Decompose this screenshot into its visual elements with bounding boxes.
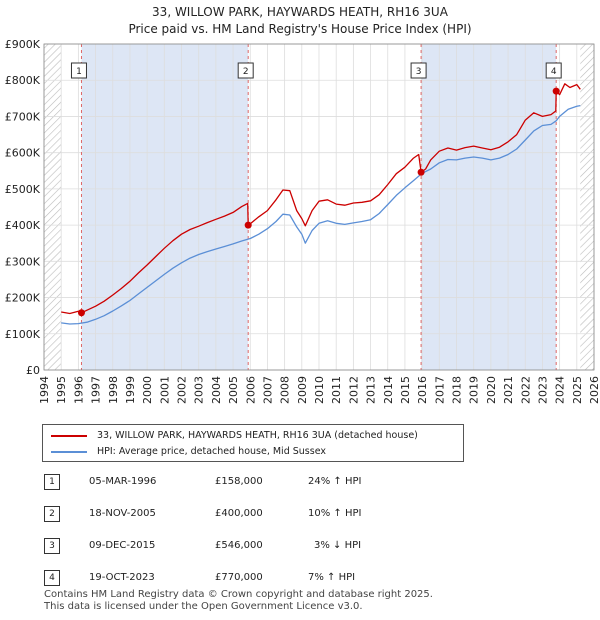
no-data-hatch-left <box>44 44 62 370</box>
y-tick-label: £400K <box>5 219 41 232</box>
sale-hpi-change: 3% ↓ HPI <box>314 540 362 551</box>
sale-hpi-change: 24% ↑ HPI <box>308 476 362 487</box>
y-tick-label: £300K <box>5 255 41 268</box>
x-tick-label: 2008 <box>279 376 292 404</box>
sale-price: £770,000 <box>215 572 263 583</box>
x-tick-label: 2026 <box>588 376 600 404</box>
y-tick-label: £0 <box>26 364 40 377</box>
sale-marker <box>77 309 85 317</box>
x-tick-label: 2001 <box>158 376 171 404</box>
x-tick-label: 2003 <box>193 376 206 404</box>
no-data-hatch-right <box>580 44 594 370</box>
ownership-shade <box>421 44 557 370</box>
x-tick-label: 1999 <box>124 376 137 404</box>
x-tick-label: 1994 <box>38 376 51 404</box>
x-tick-label: 2022 <box>519 376 532 404</box>
sale-hpi-change: 10% ↑ HPI <box>308 508 362 519</box>
x-tick-label: 2018 <box>451 376 464 404</box>
sale-number: 3 <box>44 538 60 554</box>
sale-date: 19-OCT-2023 <box>89 572 155 583</box>
x-tick-label: 2013 <box>365 376 378 404</box>
sale-date: 18-NOV-2005 <box>89 508 156 519</box>
y-tick-label: £100K <box>5 328 41 341</box>
plot-frame <box>43 43 595 371</box>
sale-date: 05-MAR-1996 <box>89 476 157 487</box>
title-line-1: 33, WILLOW PARK, HAYWARDS HEATH, RH16 3U… <box>152 5 448 19</box>
footer-line-1: Contains HM Land Registry data © Crown c… <box>44 589 433 600</box>
legend-swatch-hpi <box>51 451 87 453</box>
chart-title: 33, WILLOW PARK, HAYWARDS HEATH, RH16 3U… <box>0 4 600 38</box>
y-tick-label: £800K <box>5 74 41 87</box>
sale-label-box <box>545 62 562 79</box>
x-tick-label: 2021 <box>502 376 515 404</box>
x-tick-label: 2012 <box>347 376 360 404</box>
x-tick-label: 2006 <box>244 376 257 404</box>
x-tick-label: 2014 <box>382 376 395 404</box>
x-tick-label: 2005 <box>227 376 240 404</box>
x-tick-label: 2002 <box>176 376 189 404</box>
x-tick-label: 2000 <box>141 376 154 404</box>
footer-line-2: This data is licensed under the Open Gov… <box>44 601 363 612</box>
footer-credit: Contains HM Land Registry data © Crown c… <box>44 589 433 613</box>
ownership-shade <box>81 44 249 370</box>
x-tick-label: 2009 <box>296 376 309 404</box>
sale-price: £400,000 <box>215 508 263 519</box>
x-tick-label: 1998 <box>107 376 120 404</box>
title-line-2: Price paid vs. HM Land Registry's House … <box>128 22 472 36</box>
x-tick-label: 2025 <box>571 376 584 404</box>
sale-label-box <box>237 62 254 79</box>
x-tick-label: 2015 <box>399 376 412 404</box>
sale-price: £546,000 <box>215 540 263 551</box>
x-tick-label: 2023 <box>536 376 549 404</box>
legend: 33, WILLOW PARK, HAYWARDS HEATH, RH16 3U… <box>42 424 464 462</box>
y-tick-label: £900K <box>5 38 41 51</box>
sale-date: 09-DEC-2015 <box>89 540 156 551</box>
legend-label-property: 33, WILLOW PARK, HAYWARDS HEATH, RH16 3U… <box>97 430 418 441</box>
x-tick-label: 1997 <box>90 376 103 404</box>
sale-label-box <box>410 62 427 79</box>
sale-hpi-change: 7% ↑ HPI <box>308 572 356 583</box>
sale-label: 4 <box>551 67 557 77</box>
x-tick-label: 2007 <box>261 376 274 404</box>
x-tick-label: 2024 <box>554 376 567 404</box>
x-tick-label: 1996 <box>72 376 85 404</box>
sale-marker <box>552 87 560 95</box>
y-tick-label: £500K <box>5 183 41 196</box>
x-tick-label: 2011 <box>330 376 343 404</box>
sale-label-box <box>70 62 87 79</box>
y-tick-label: £600K <box>5 147 41 160</box>
x-tick-label: 2004 <box>210 376 223 404</box>
x-tick-label: 2010 <box>313 376 326 404</box>
sale-marker <box>417 168 425 176</box>
sale-price: £158,000 <box>215 476 263 487</box>
y-tick-label: £200K <box>5 292 41 305</box>
sale-number: 1 <box>44 474 60 490</box>
x-tick-label: 2016 <box>416 376 429 404</box>
property-price-line <box>61 83 581 315</box>
x-tick-label: 2020 <box>485 376 498 404</box>
price-chart: 1 2 3 4 £0 £100K £200K £300K £400K £500K £600K £70… <box>5 38 600 404</box>
sale-label: 3 <box>416 67 422 77</box>
sale-marker <box>244 221 252 229</box>
legend-swatch-property <box>51 435 87 437</box>
legend-label-hpi: HPI: Average price, detached house, Mid … <box>97 446 326 457</box>
sale-number: 2 <box>44 506 60 522</box>
sale-label: 1 <box>76 67 82 77</box>
sale-label: 2 <box>243 67 249 77</box>
hpi-line <box>61 104 581 325</box>
y-tick-label: £700K <box>5 110 41 123</box>
x-tick-label: 2017 <box>433 376 446 404</box>
x-tick-label: 2019 <box>468 376 481 404</box>
x-tick-label: 1995 <box>55 376 68 404</box>
sale-number: 4 <box>44 570 60 586</box>
